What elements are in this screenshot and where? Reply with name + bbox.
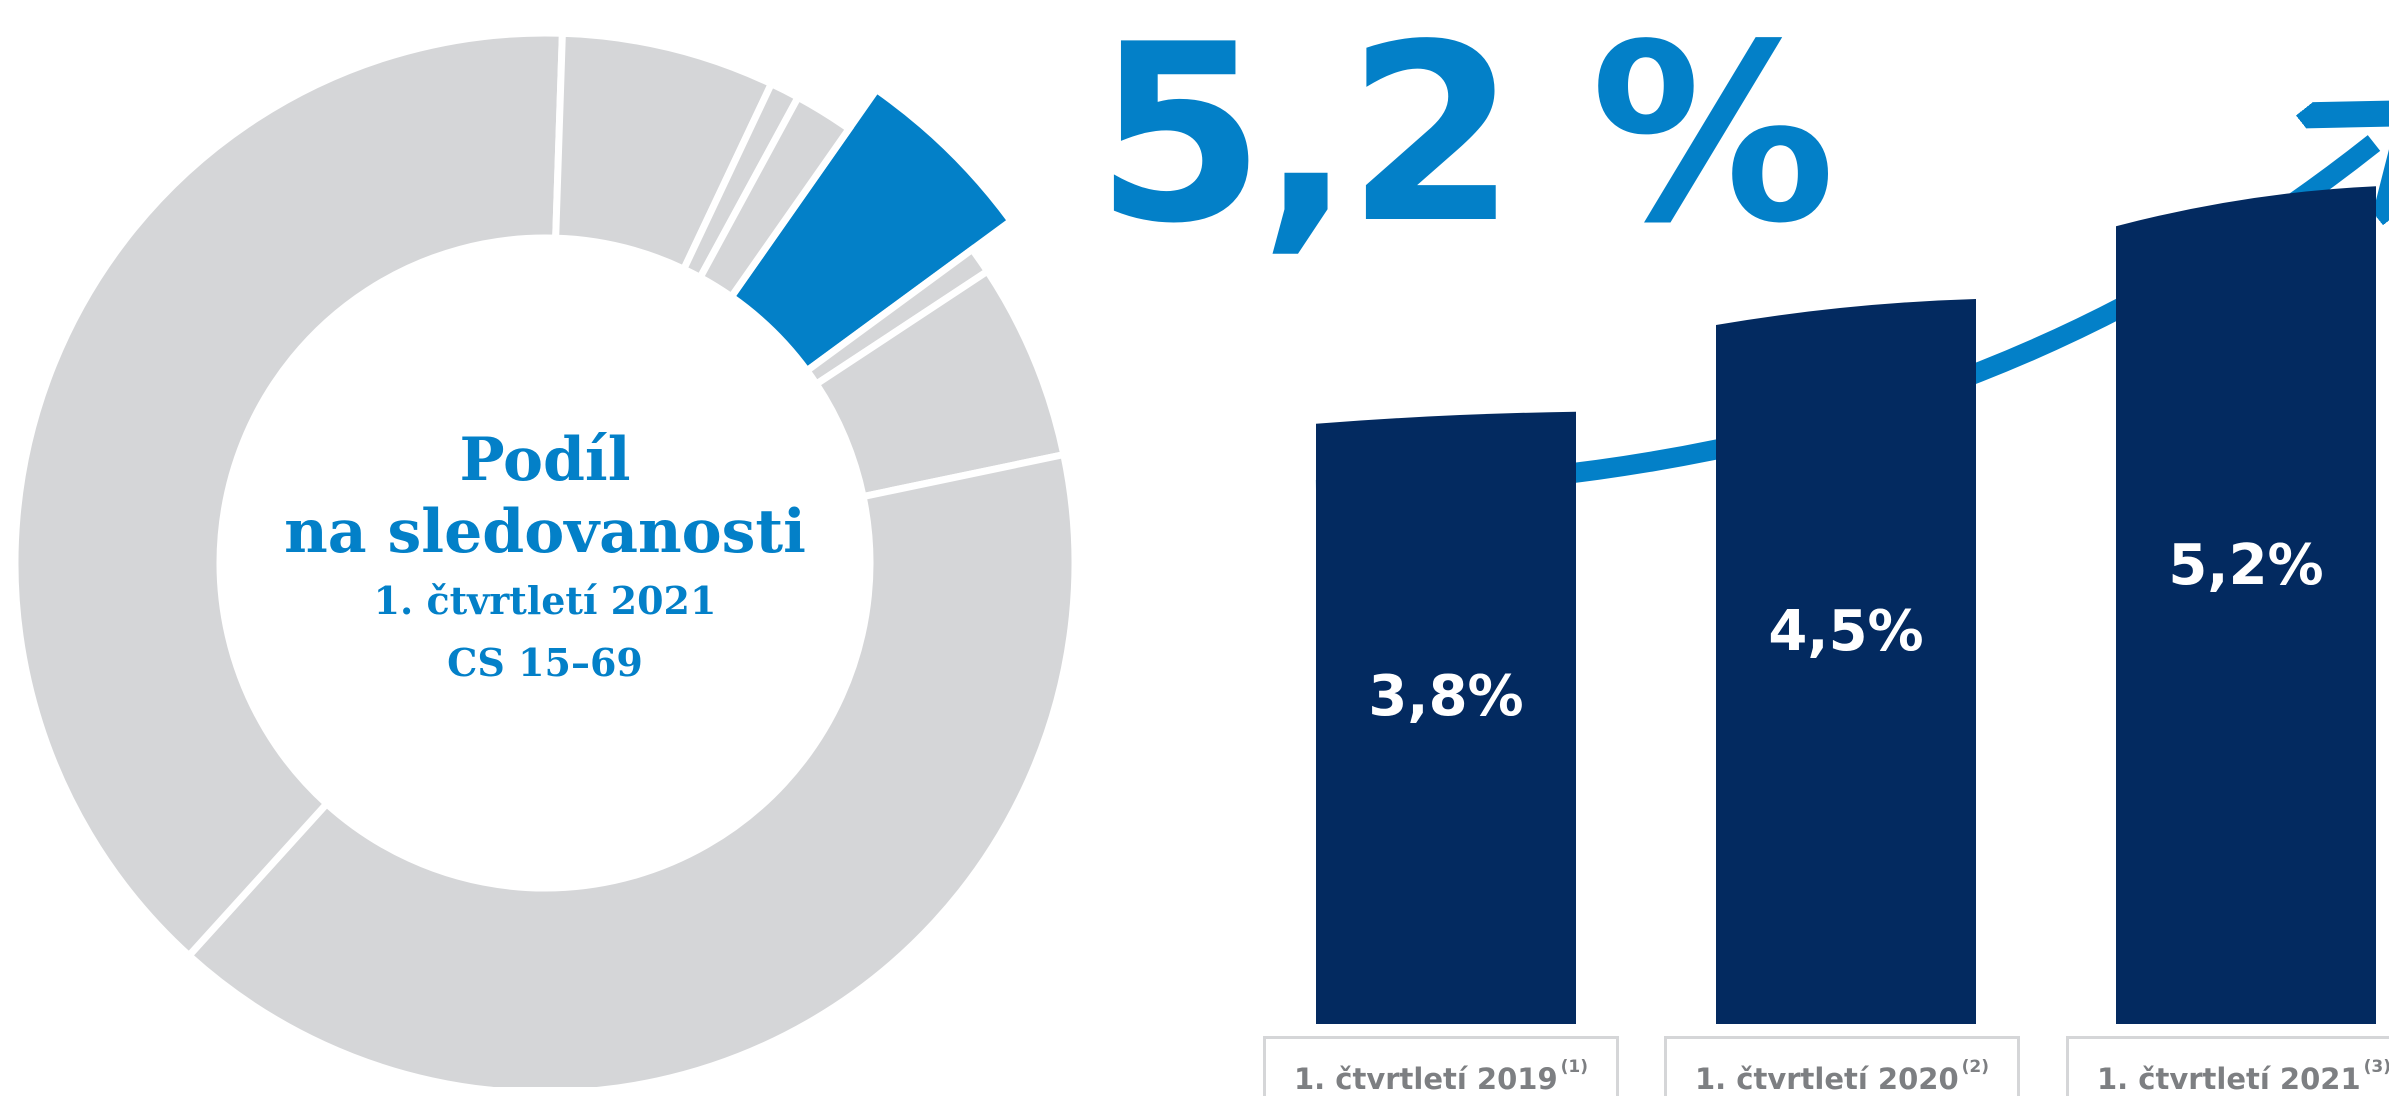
donut-chart (11, 29, 1079, 1087)
footnote-mark: (3) (2363, 1057, 2389, 1077)
donut-slice (695, 92, 854, 302)
footnote-mark: (1) (1560, 1057, 1588, 1077)
period-label: 1. čtvrtletí 2021 (2096, 1062, 2361, 1096)
period-label-box: 1. čtvrtletí 2019 (1) (1263, 1036, 1619, 1096)
bar-value-label: 3,8% (1368, 663, 1524, 729)
bar (1716, 299, 1976, 1024)
donut-title-line2: na sledovanosti (284, 497, 806, 567)
donut-title-line1: Podíl (459, 425, 631, 495)
bar-value-label: 5,2% (2168, 533, 2324, 599)
bar (2116, 186, 2376, 1024)
headline-share-value: 5,2 % (1095, 0, 1836, 277)
footnote-mark: (2) (1961, 1057, 1989, 1077)
donut-slice (11, 29, 567, 961)
donut-subtitle-period: 1. čtvrtletí 2021 (373, 578, 717, 623)
donut-slice (184, 450, 1079, 1087)
period-label-box: 1. čtvrtletí 2021 (3) (2066, 1036, 2389, 1096)
period-label-box: 1. čtvrtletí 2020 (2) (1664, 1036, 2020, 1096)
donut-slice-highlight (726, 84, 1016, 376)
period-label: 1. čtvrtletí 2019 (1293, 1062, 1558, 1096)
period-label: 1. čtvrtletí 2020 (1694, 1062, 1959, 1096)
bar (1316, 411, 1576, 1024)
bar-value-label: 4,5% (1768, 598, 1924, 664)
donut-subtitle-audience: CS 15–69 (447, 640, 643, 685)
